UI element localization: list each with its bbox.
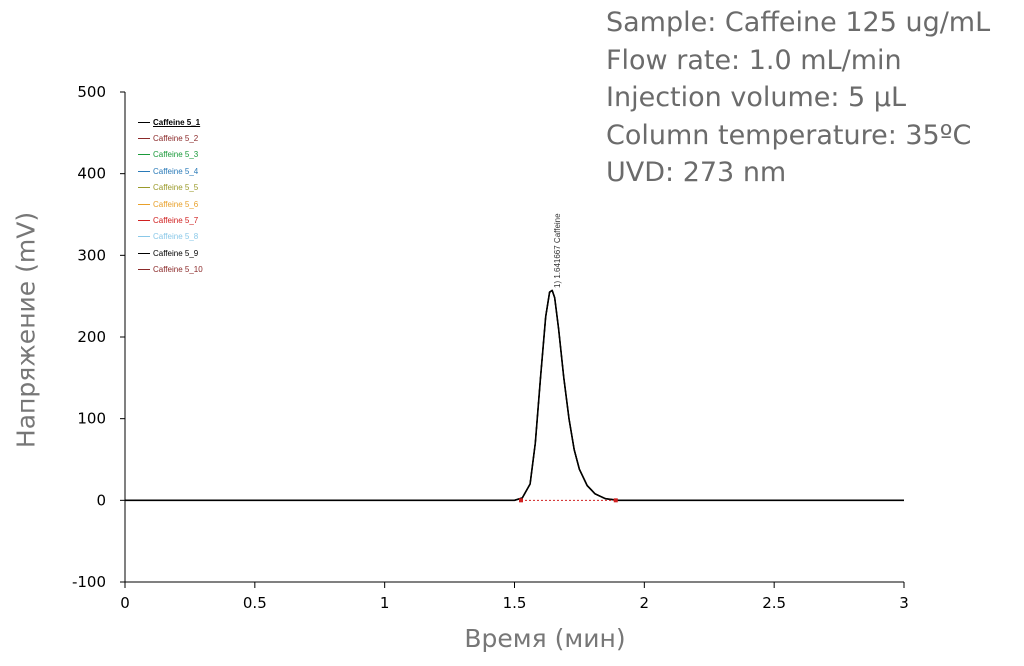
legend-label: Caffeine 5_8 (153, 232, 199, 242)
legend-label: Caffeine 5_1 (153, 117, 201, 127)
series-line-6 (125, 289, 904, 501)
legend-item: Caffeine 5_6 (138, 196, 203, 212)
x-tick-label: 2.5 (762, 594, 786, 612)
series-line-5 (125, 289, 904, 501)
legend-item: Caffeine 5_4 (138, 163, 203, 179)
legend-item: Caffeine 5_8 (138, 229, 203, 245)
legend-swatch (138, 138, 150, 140)
legend-item: Caffeine 5_7 (138, 212, 203, 228)
info-sample: Sample: Caffeine 125 ug/mL (606, 7, 991, 38)
x-tick-label: 0 (120, 594, 130, 612)
legend-label: Caffeine 5_2 (153, 134, 199, 144)
legend-swatch (138, 154, 150, 156)
x-tick-label: 2 (640, 594, 650, 612)
baseline-marker-2 (613, 498, 618, 503)
series-line-9 (125, 289, 904, 501)
legend-item: Caffeine 5_2 (138, 130, 203, 146)
y-tick-label: 0 (96, 491, 106, 509)
legend-item: Caffeine 5_3 (138, 147, 203, 163)
legend-label: Caffeine 5_10 (153, 265, 203, 275)
legend-swatch (138, 121, 150, 123)
y-axis-label: Напряжение (mV) (11, 211, 41, 449)
info-flow-rate: Flow rate: 1.0 mL/min (606, 44, 902, 76)
y-tick-label: 300 (77, 246, 106, 264)
legend-item: Caffeine 5_9 (138, 245, 203, 261)
legend-item: Caffeine 5_10 (138, 262, 203, 278)
x-tick-label: 1.5 (503, 594, 527, 612)
legend-swatch (138, 203, 150, 205)
series-line-10 (125, 289, 904, 501)
series-line-4 (125, 289, 904, 501)
series-line-8 (125, 289, 904, 501)
info-injection-volume: Injection volume: 5 µL (606, 82, 907, 113)
series-line-1 (125, 289, 904, 502)
baseline-markers (518, 498, 618, 503)
method-info: Sample: Caffeine 125 ug/mL Flow rate: 1.… (606, 4, 990, 192)
y-tick-label: 500 (77, 83, 106, 101)
series-line-7 (125, 289, 904, 501)
baseline-marker-1 (518, 498, 523, 503)
info-detector: UVD: 273 nm (606, 157, 787, 188)
legend-swatch (138, 236, 150, 238)
x-axis-label: Время (мин) (464, 624, 626, 653)
peak-label: 1) 1.641667 Caffeine (553, 213, 562, 288)
x-tick-label: 0.5 (243, 594, 267, 612)
legend-item: Caffeine 5_1 (138, 114, 203, 130)
legend-label: Caffeine 5_6 (153, 199, 199, 209)
legend-swatch (138, 187, 150, 189)
legend-item: Caffeine 5_5 (138, 180, 203, 196)
info-column-temperature: Column temperature: 35ºC (606, 119, 972, 151)
legend-swatch (138, 252, 150, 254)
legend-swatch (138, 170, 150, 172)
series-line-2 (125, 289, 904, 501)
legend-label: Caffeine 5_7 (153, 216, 199, 226)
y-tick-label: 400 (77, 165, 106, 183)
legend-swatch (138, 220, 150, 222)
x-tick-label: 3 (899, 594, 909, 612)
legend-label: Caffeine 5_3 (153, 150, 199, 160)
legend-label: Caffeine 5_9 (153, 248, 199, 258)
legend-swatch (138, 269, 150, 271)
y-tick-label: -100 (72, 573, 106, 591)
x-tick-label: 1 (380, 594, 390, 612)
legend-label: Caffeine 5_4 (153, 166, 199, 176)
y-tick-label: 100 (77, 410, 106, 428)
legend-label: Caffeine 5_5 (153, 183, 199, 193)
series-lines (125, 289, 904, 502)
series-line-3 (125, 289, 904, 501)
tick-marks: -100 0 100 200 300 400 500 0 0.5 1 1.5 2 2.5 3 (72, 83, 909, 612)
legend: Caffeine 5_1 Caffeine 5_2 Caffeine 5_3 Caff… (138, 114, 203, 278)
y-tick-label: 200 (77, 328, 106, 346)
